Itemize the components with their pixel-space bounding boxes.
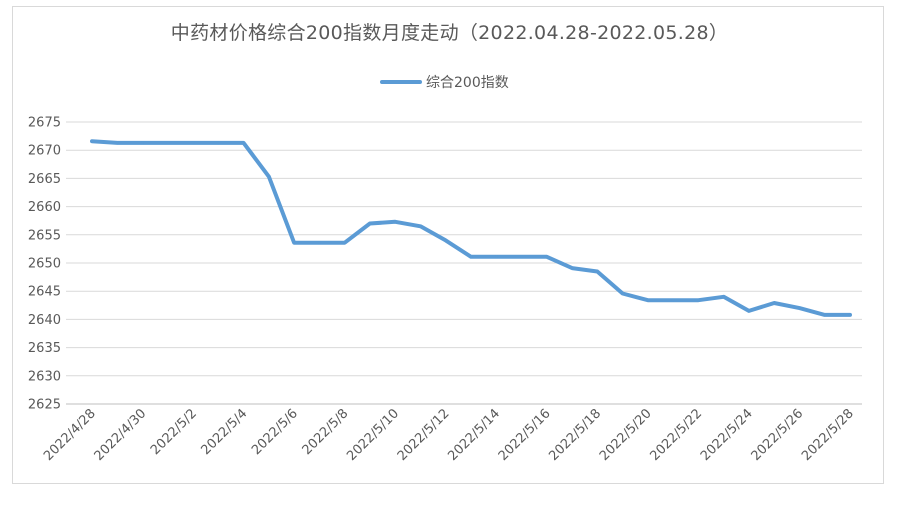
data-point	[570, 266, 574, 270]
data-point	[797, 306, 801, 310]
grid-lines	[66, 121, 862, 405]
y-tick-label: 2630	[28, 369, 61, 384]
data-point	[848, 313, 852, 317]
x-tick-label: 2022/5/10	[344, 406, 402, 464]
data-point	[646, 298, 650, 302]
data-point	[418, 224, 422, 228]
x-tick-label: 2022/5/22	[647, 406, 705, 464]
data-point	[747, 309, 751, 313]
x-tick-label: 2022/5/24	[698, 406, 756, 464]
x-axis-ticks: 2022/4/282022/4/302022/5/22022/5/42022/5…	[41, 406, 857, 464]
data-point	[696, 298, 700, 302]
data-point	[267, 175, 271, 179]
data-point	[595, 269, 599, 273]
x-tick-label: 2022/5/2	[148, 406, 200, 458]
x-tick-label: 2022/5/8	[300, 406, 352, 458]
data-point	[166, 141, 170, 145]
chart-title: 中药材价格综合200指数月度走动（2022.04.28-2022.05.28）	[170, 22, 729, 44]
x-tick-label: 2022/5/18	[546, 406, 604, 464]
data-point	[520, 255, 524, 259]
data-point	[317, 241, 321, 245]
x-tick-label: 2022/5/6	[249, 406, 301, 458]
data-point	[823, 313, 827, 317]
y-tick-label: 2645	[28, 285, 61, 300]
x-tick-label: 2022/5/14	[445, 406, 503, 464]
data-point	[469, 255, 473, 259]
y-tick-label: 2665	[28, 172, 61, 187]
legend: 综合200指数	[380, 72, 509, 92]
y-tick-label: 2625	[28, 398, 61, 413]
x-tick-label: 2022/5/16	[496, 406, 554, 464]
data-point	[242, 141, 246, 145]
data-point	[115, 141, 119, 145]
x-tick-label: 2022/4/28	[41, 406, 99, 464]
series-line-综合200指数	[90, 139, 852, 317]
data-point	[191, 141, 195, 145]
data-point	[90, 139, 94, 143]
x-tick-label: 2022/5/26	[749, 406, 807, 464]
y-tick-label: 2670	[28, 144, 61, 159]
x-tick-label: 2022/5/12	[395, 406, 453, 464]
data-point	[621, 291, 625, 295]
y-tick-label: 2640	[28, 313, 61, 328]
y-tick-label: 2635	[28, 341, 61, 356]
legend-swatch	[380, 80, 422, 84]
x-tick-label: 2022/5/20	[597, 406, 655, 464]
data-point	[772, 301, 776, 305]
data-point	[393, 220, 397, 224]
data-point	[545, 255, 549, 259]
legend-label: 综合200指数	[426, 75, 509, 91]
y-tick-label: 2660	[28, 200, 61, 215]
y-axis-ticks: 2625 2630 2635 2640 2645 2650 2655 2660 2665 2670…	[28, 116, 61, 413]
data-point	[292, 241, 296, 245]
data-point	[343, 241, 347, 245]
data-point	[216, 141, 220, 145]
x-tick-label: 2022/5/4	[199, 406, 251, 458]
data-point	[368, 222, 372, 226]
y-tick-label: 2655	[28, 228, 61, 243]
x-tick-label: 2022/5/28	[799, 406, 857, 464]
series-layer	[90, 139, 852, 317]
x-tick-label: 2022/4/30	[92, 406, 150, 464]
data-point	[722, 295, 726, 299]
data-point	[444, 238, 448, 242]
y-tick-label: 2675	[28, 116, 61, 131]
data-point	[494, 255, 498, 259]
y-tick-label: 2650	[28, 257, 61, 272]
data-point	[141, 141, 145, 145]
data-point	[671, 298, 675, 302]
